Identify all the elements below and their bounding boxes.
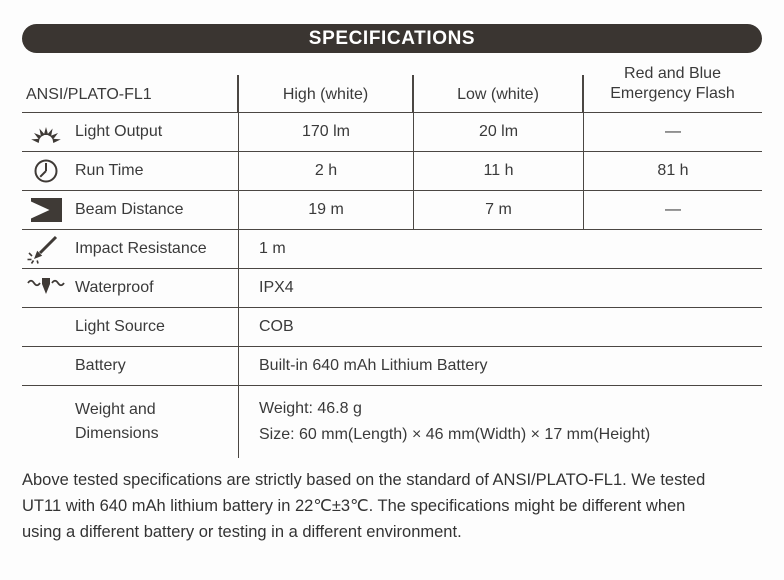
impact-resistance-value: 1 m <box>238 230 762 268</box>
row-label: Battery <box>75 357 126 374</box>
table-row-beam-distance: Beam Distance 19 m 7 m — <box>22 191 762 230</box>
impact-arrow-icon <box>27 235 58 264</box>
table-row-weight-dimensions: Weight and Dimensions Weight: 46.8 g Siz… <box>22 386 762 458</box>
row-label: Waterproof <box>75 279 154 296</box>
header-standard: ANSI/PLATO-FL1 <box>26 86 152 103</box>
specifications-banner: SPECIFICATIONS <box>22 24 762 53</box>
light-output-burst-icon <box>31 127 61 143</box>
battery-value: Built-in 640 mAh Lithium Battery <box>238 347 762 385</box>
beam-distance-high: 19 m <box>238 191 413 229</box>
row-label: Light Output <box>75 123 163 140</box>
run-time-high: 2 h <box>238 152 413 190</box>
waterproof-splash-icon <box>27 278 65 294</box>
table-row-light-source: Light Source COB <box>22 308 762 347</box>
row-label: Run Time <box>75 162 144 179</box>
row-label: Impact Resistance <box>75 240 207 257</box>
beam-distance-low: 7 m <box>413 191 583 229</box>
beam-distance-flash: — <box>583 191 762 229</box>
table-header-row: ANSI/PLATO-FL1 High (white) Low (white) … <box>22 63 762 113</box>
footnote: Above tested specifications are strictly… <box>22 467 768 545</box>
table-row-light-output: Light Output 170 lm 20 lm — <box>22 113 762 152</box>
run-time-flash: 81 h <box>583 152 762 190</box>
footnote-line-2: UT11 with 640 mAh lithium battery in 22℃… <box>22 497 686 515</box>
table-row-battery: Battery Built-in 640 mAh Lithium Battery <box>22 347 762 386</box>
header-flash-mode: Red and Blue Emergency Flash <box>582 63 762 112</box>
light-source-value: COB <box>238 308 762 346</box>
footnote-line-1: Above tested specifications are strictly… <box>22 471 706 489</box>
header-high-label: High (white) <box>282 86 369 103</box>
table-row-waterproof: Waterproof IPX4 <box>22 269 762 308</box>
waterproof-value: IPX4 <box>238 269 762 307</box>
table-row-run-time: Run Time 2 h 11 h 81 h <box>22 152 762 191</box>
row-label: Beam Distance <box>75 201 184 218</box>
light-output-high: 170 lm <box>238 113 413 151</box>
table-row-impact-resistance: Impact Resistance 1 m <box>22 230 762 269</box>
page-title: SPECIFICATIONS <box>308 27 476 49</box>
weight-dimensions-value: Weight: 46.8 g Size: 60 mm(Length) × 46 … <box>259 400 651 443</box>
header-high-mode: High (white) <box>237 63 413 112</box>
beam-distance-icon <box>31 198 62 222</box>
header-low-label: Low (white) <box>457 86 539 103</box>
spec-table: ANSI/PLATO-FL1 High (white) Low (white) … <box>22 63 762 458</box>
footnote-line-3: using a different battery or testing in … <box>22 523 462 541</box>
clock-icon <box>34 159 58 183</box>
light-output-flash: — <box>583 113 762 151</box>
header-flash-label: Red and Blue Emergency Flash <box>610 65 735 102</box>
row-label: Light Source <box>75 318 165 335</box>
header-low-mode: Low (white) <box>412 63 583 112</box>
row-label: Weight and Dimensions <box>75 401 159 442</box>
run-time-low: 11 h <box>413 152 583 190</box>
light-output-low: 20 lm <box>413 113 583 151</box>
